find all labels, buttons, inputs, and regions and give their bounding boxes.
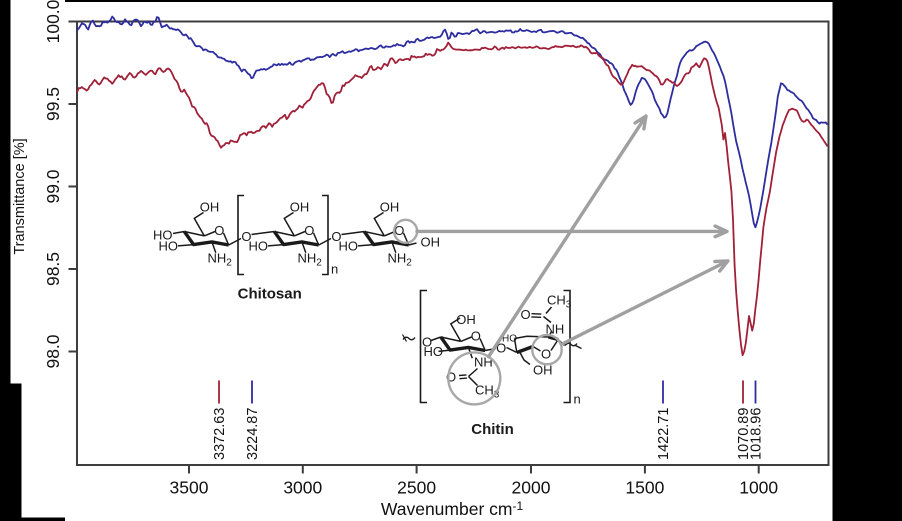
svg-text:OH: OH	[380, 200, 400, 215]
svg-text:1422.71: 1422.71	[656, 408, 672, 460]
svg-text:99.5: 99.5	[43, 87, 63, 121]
svg-text:O: O	[496, 340, 506, 355]
svg-text:1000: 1000	[739, 478, 778, 498]
svg-text:99.0: 99.0	[43, 169, 63, 203]
svg-text:HO: HO	[339, 239, 359, 254]
svg-text:Transmittance [%]: Transmittance [%]	[12, 138, 28, 254]
svg-text:n: n	[574, 392, 581, 407]
svg-text:3000: 3000	[283, 478, 322, 498]
svg-text:O: O	[521, 307, 531, 322]
svg-text:1070.89: 1070.89	[736, 408, 752, 460]
svg-text:NH2: NH2	[208, 251, 233, 269]
svg-text:NH2: NH2	[388, 251, 413, 269]
svg-text:OH: OH	[200, 200, 220, 215]
svg-text:OH: OH	[456, 312, 476, 327]
svg-text:98.5: 98.5	[43, 252, 63, 286]
svg-text:HO: HO	[424, 344, 444, 359]
svg-text:2000: 2000	[512, 478, 551, 498]
svg-text:3372.63: 3372.63	[212, 408, 228, 460]
svg-text:O: O	[471, 329, 481, 344]
svg-text:2500: 2500	[397, 478, 436, 498]
svg-text:O: O	[304, 223, 314, 238]
svg-text:Wavenumber cm-1: Wavenumber cm-1	[381, 499, 524, 519]
svg-text:CH3: CH3	[547, 293, 572, 311]
svg-text:O: O	[331, 229, 341, 244]
svg-text:n: n	[331, 262, 338, 277]
svg-text:HO: HO	[159, 239, 179, 254]
svg-text:OH: OH	[290, 200, 310, 215]
svg-text:Chitosan: Chitosan	[238, 286, 302, 303]
svg-text:1018.96: 1018.96	[749, 408, 765, 460]
svg-text:3224.87: 3224.87	[245, 408, 261, 460]
svg-text:1500: 1500	[625, 478, 664, 498]
svg-text:NH2: NH2	[298, 251, 323, 269]
svg-text:HO: HO	[249, 239, 269, 254]
svg-text:O: O	[241, 229, 251, 244]
svg-text:OH: OH	[533, 363, 553, 378]
svg-text:O: O	[446, 370, 456, 385]
svg-text:3500: 3500	[170, 478, 209, 498]
svg-text:HO: HO	[502, 334, 517, 345]
svg-text:Chitin: Chitin	[471, 421, 514, 438]
svg-text:OH: OH	[421, 235, 441, 250]
svg-text:O: O	[394, 223, 404, 238]
svg-text:O: O	[214, 223, 224, 238]
svg-text:HO: HO	[153, 228, 173, 243]
svg-text:100.0: 100.0	[43, 0, 63, 43]
svg-text:NH: NH	[546, 322, 565, 337]
svg-text:O: O	[541, 346, 551, 361]
svg-text:98.0: 98.0	[43, 334, 63, 368]
svg-text:O: O	[422, 335, 432, 350]
